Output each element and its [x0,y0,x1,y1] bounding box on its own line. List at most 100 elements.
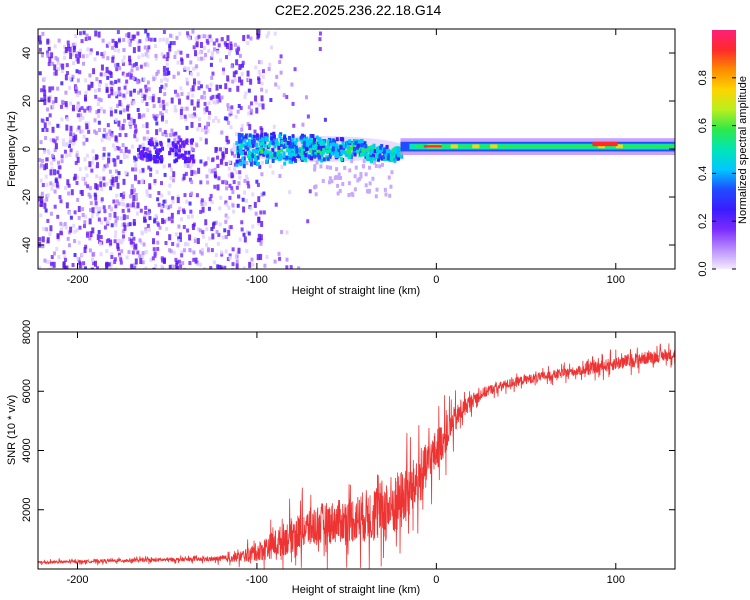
noise-cell [97,128,101,133]
noise-cell [95,77,99,82]
noise-cell [52,71,56,76]
noise-cell [170,219,174,224]
noise-cell [94,164,98,169]
signal-cell [289,142,293,147]
noise-cell [189,142,193,147]
signal-cell [362,145,366,150]
signal-cell [378,154,382,159]
signal-cell [340,150,344,155]
noise-cell [305,95,309,100]
noise-cell [171,178,175,183]
noise-cell [94,201,98,206]
noise-cell [169,204,173,209]
noise-cell [188,155,192,160]
noise-cell [259,241,263,246]
signal-cell [297,154,301,159]
noise-cell [154,140,158,145]
signal-cell [263,143,267,148]
noise-cell [161,132,165,137]
noise-cell [139,88,143,93]
noise-cell [127,250,131,255]
noise-cell [56,214,60,219]
noise-cell [153,37,157,42]
signal-cell [367,145,371,150]
signal-cell [369,145,373,150]
noise-cell [39,140,43,145]
noise-cell [46,193,50,198]
colorbar-tick-label: 0.4 [697,166,709,181]
noise-cell [65,105,69,110]
signal-cell [293,147,297,152]
noise-cell [202,200,206,205]
noise-cell [62,138,66,143]
signal-cell [300,140,304,145]
noise-cell [49,95,53,100]
noise-cell [190,214,194,219]
noise-cell [242,206,246,213]
signal-cell [255,162,259,167]
signal-cell [270,132,274,137]
noise-cell [367,189,371,194]
noise-cell [325,165,329,170]
noise-cell [42,199,46,204]
noise-cell [249,206,253,211]
noise-cell [215,94,219,99]
signal-cell [264,148,268,153]
noise-cell [161,99,165,104]
noise-cell [205,242,209,247]
signal-cell [172,143,176,148]
noise-cell [162,37,166,42]
noise-cell [95,162,99,169]
signal-cell [240,144,244,149]
noise-cell [230,172,234,179]
noise-cell [163,71,167,76]
noise-cell [176,194,180,199]
noise-cell [71,52,75,57]
signal-cell [382,149,386,154]
noise-cell [84,181,88,186]
noise-cell [118,132,122,137]
noise-cell [254,95,258,102]
signal-cell [282,154,286,159]
noise-cell [226,268,230,269]
noise-cell [157,97,161,104]
noise-cell [130,184,134,189]
noise-cell [207,206,211,211]
noise-cell [195,143,199,148]
noise-cell [233,167,237,172]
signal-cell [317,148,321,153]
signal-cell [354,140,358,145]
signal-cell [183,159,187,164]
noise-cell [49,225,53,232]
noise-cell [54,96,58,103]
signal-cell [243,151,247,156]
noise-cell [116,182,120,189]
noise-cell [214,100,218,105]
signal-cell [377,152,381,157]
signal-cell [243,138,247,143]
noise-cell [105,83,109,88]
noise-cell [241,63,245,68]
signal-cell [235,141,239,146]
signal-cell [375,154,379,159]
noise-cell [202,45,206,50]
signal-cell [247,138,251,143]
noise-cell [218,98,222,103]
noise-cell [109,80,113,85]
noise-cell [74,53,78,58]
noise-cell [226,103,230,108]
noise-cell [221,235,225,240]
noise-cell [191,93,195,98]
noise-cell [121,208,125,213]
signal-cell [373,149,377,154]
signal-cell [187,150,191,155]
noise-cell [134,192,138,197]
noise-cell [171,241,175,246]
signal-cell [148,138,152,143]
noise-cell [154,56,158,61]
noise-cell [121,237,125,242]
noise-cell [149,37,153,42]
signal-cell [346,145,350,150]
noise-cell [155,121,159,126]
noise-cell [293,67,297,72]
